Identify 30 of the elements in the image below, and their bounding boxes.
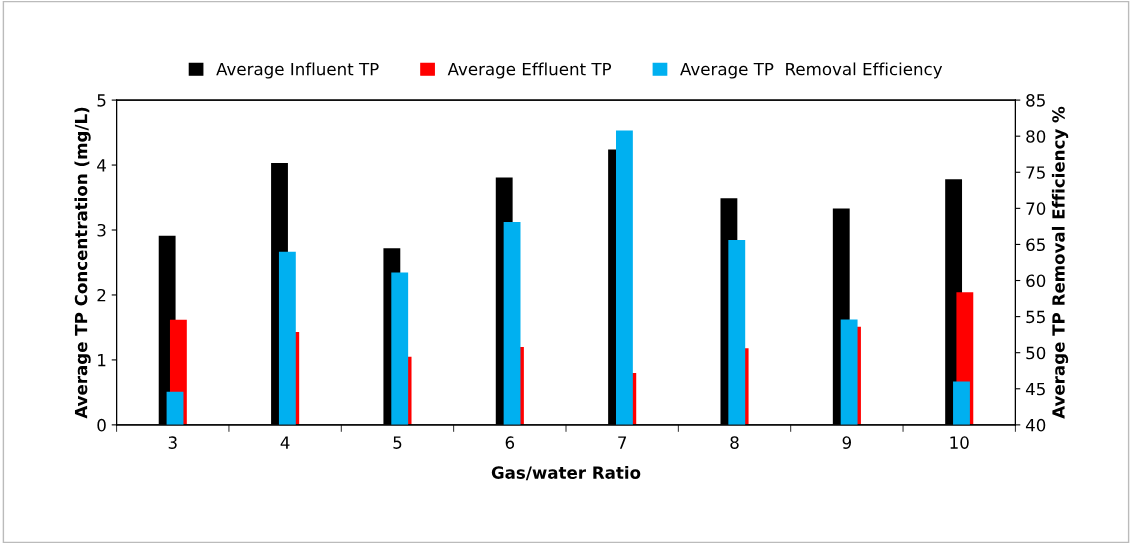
y2-tick-label: 45 [1025, 382, 1045, 396]
y-tick-label: 3 [97, 223, 106, 237]
x-tick-label: 4 [280, 436, 290, 449]
y-tick-label: 0 [97, 418, 106, 432]
y2-tick-label: 50 [1026, 346, 1046, 360]
legend-label: Average Influent TP [216, 62, 379, 79]
x-axis-title: Gas/water Ratio [491, 465, 641, 481]
legend-label: Average TP Removal Efficiency [680, 62, 943, 79]
y2-tick-label: 85 [1026, 94, 1045, 107]
y2-tick-label: 40 [1025, 418, 1046, 432]
y-tick-label: 5 [97, 94, 106, 107]
x-tick-label: 9 [842, 436, 852, 449]
x-tick-label: 8 [730, 436, 739, 449]
y-tick-label: 4 [97, 159, 106, 172]
y2-tick-label: 70 [1026, 202, 1046, 215]
y2-tick-label: 80 [1026, 130, 1046, 143]
y2-tick-label: 60 [1026, 274, 1046, 288]
y2-tick-label: 65 [1026, 238, 1045, 252]
y2-tick-label: 55 [1026, 310, 1045, 324]
y2-axis-title: Average TP Removal Efficiency % [1051, 106, 1069, 419]
x-tick-label: 5 [393, 436, 402, 449]
y-axis-title: Average TP Concentration (mg/L) [74, 107, 91, 419]
x-tick-label: 6 [505, 436, 515, 449]
y-tick-label: 2 [97, 288, 106, 302]
y-tick-label: 1 [98, 354, 106, 367]
x-tick-label: 10 [950, 436, 969, 449]
legend-label: Average Effluent TP [447, 62, 612, 79]
x-tick-label: 7 [618, 436, 627, 449]
x-tick-label: 3 [168, 436, 177, 449]
y2-tick-label: 75 [1026, 166, 1045, 179]
